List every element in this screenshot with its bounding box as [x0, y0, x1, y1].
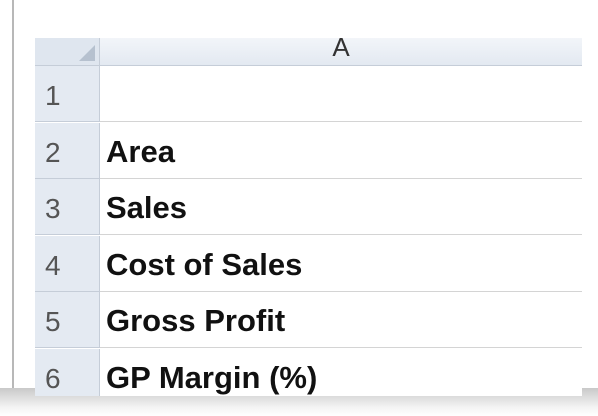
- cell[interactable]: Gross Profit: [100, 292, 582, 348]
- window-edge: [12, 0, 14, 392]
- select-all[interactable]: [35, 38, 100, 66]
- cell[interactable]: Area: [100, 123, 582, 179]
- cell[interactable]: GP Margin (%): [100, 349, 582, 397]
- spreadsheet: A 1 2 Area 3 Sales 4 Cost of Sales 5 Gross Profi…: [35, 38, 582, 396]
- cell[interactable]: [100, 66, 582, 122]
- row-header[interactable]: 4: [35, 235, 100, 292]
- cell[interactable]: Sales: [100, 179, 582, 235]
- row-header[interactable]: 2: [35, 122, 100, 179]
- row-header[interactable]: 3: [35, 179, 100, 235]
- row-header[interactable]: 5: [35, 292, 100, 348]
- cell[interactable]: Cost of Sales: [100, 236, 582, 292]
- column-header[interactable]: A: [100, 38, 582, 66]
- row-header[interactable]: 6: [35, 348, 100, 396]
- row-header[interactable]: 1: [35, 66, 100, 122]
